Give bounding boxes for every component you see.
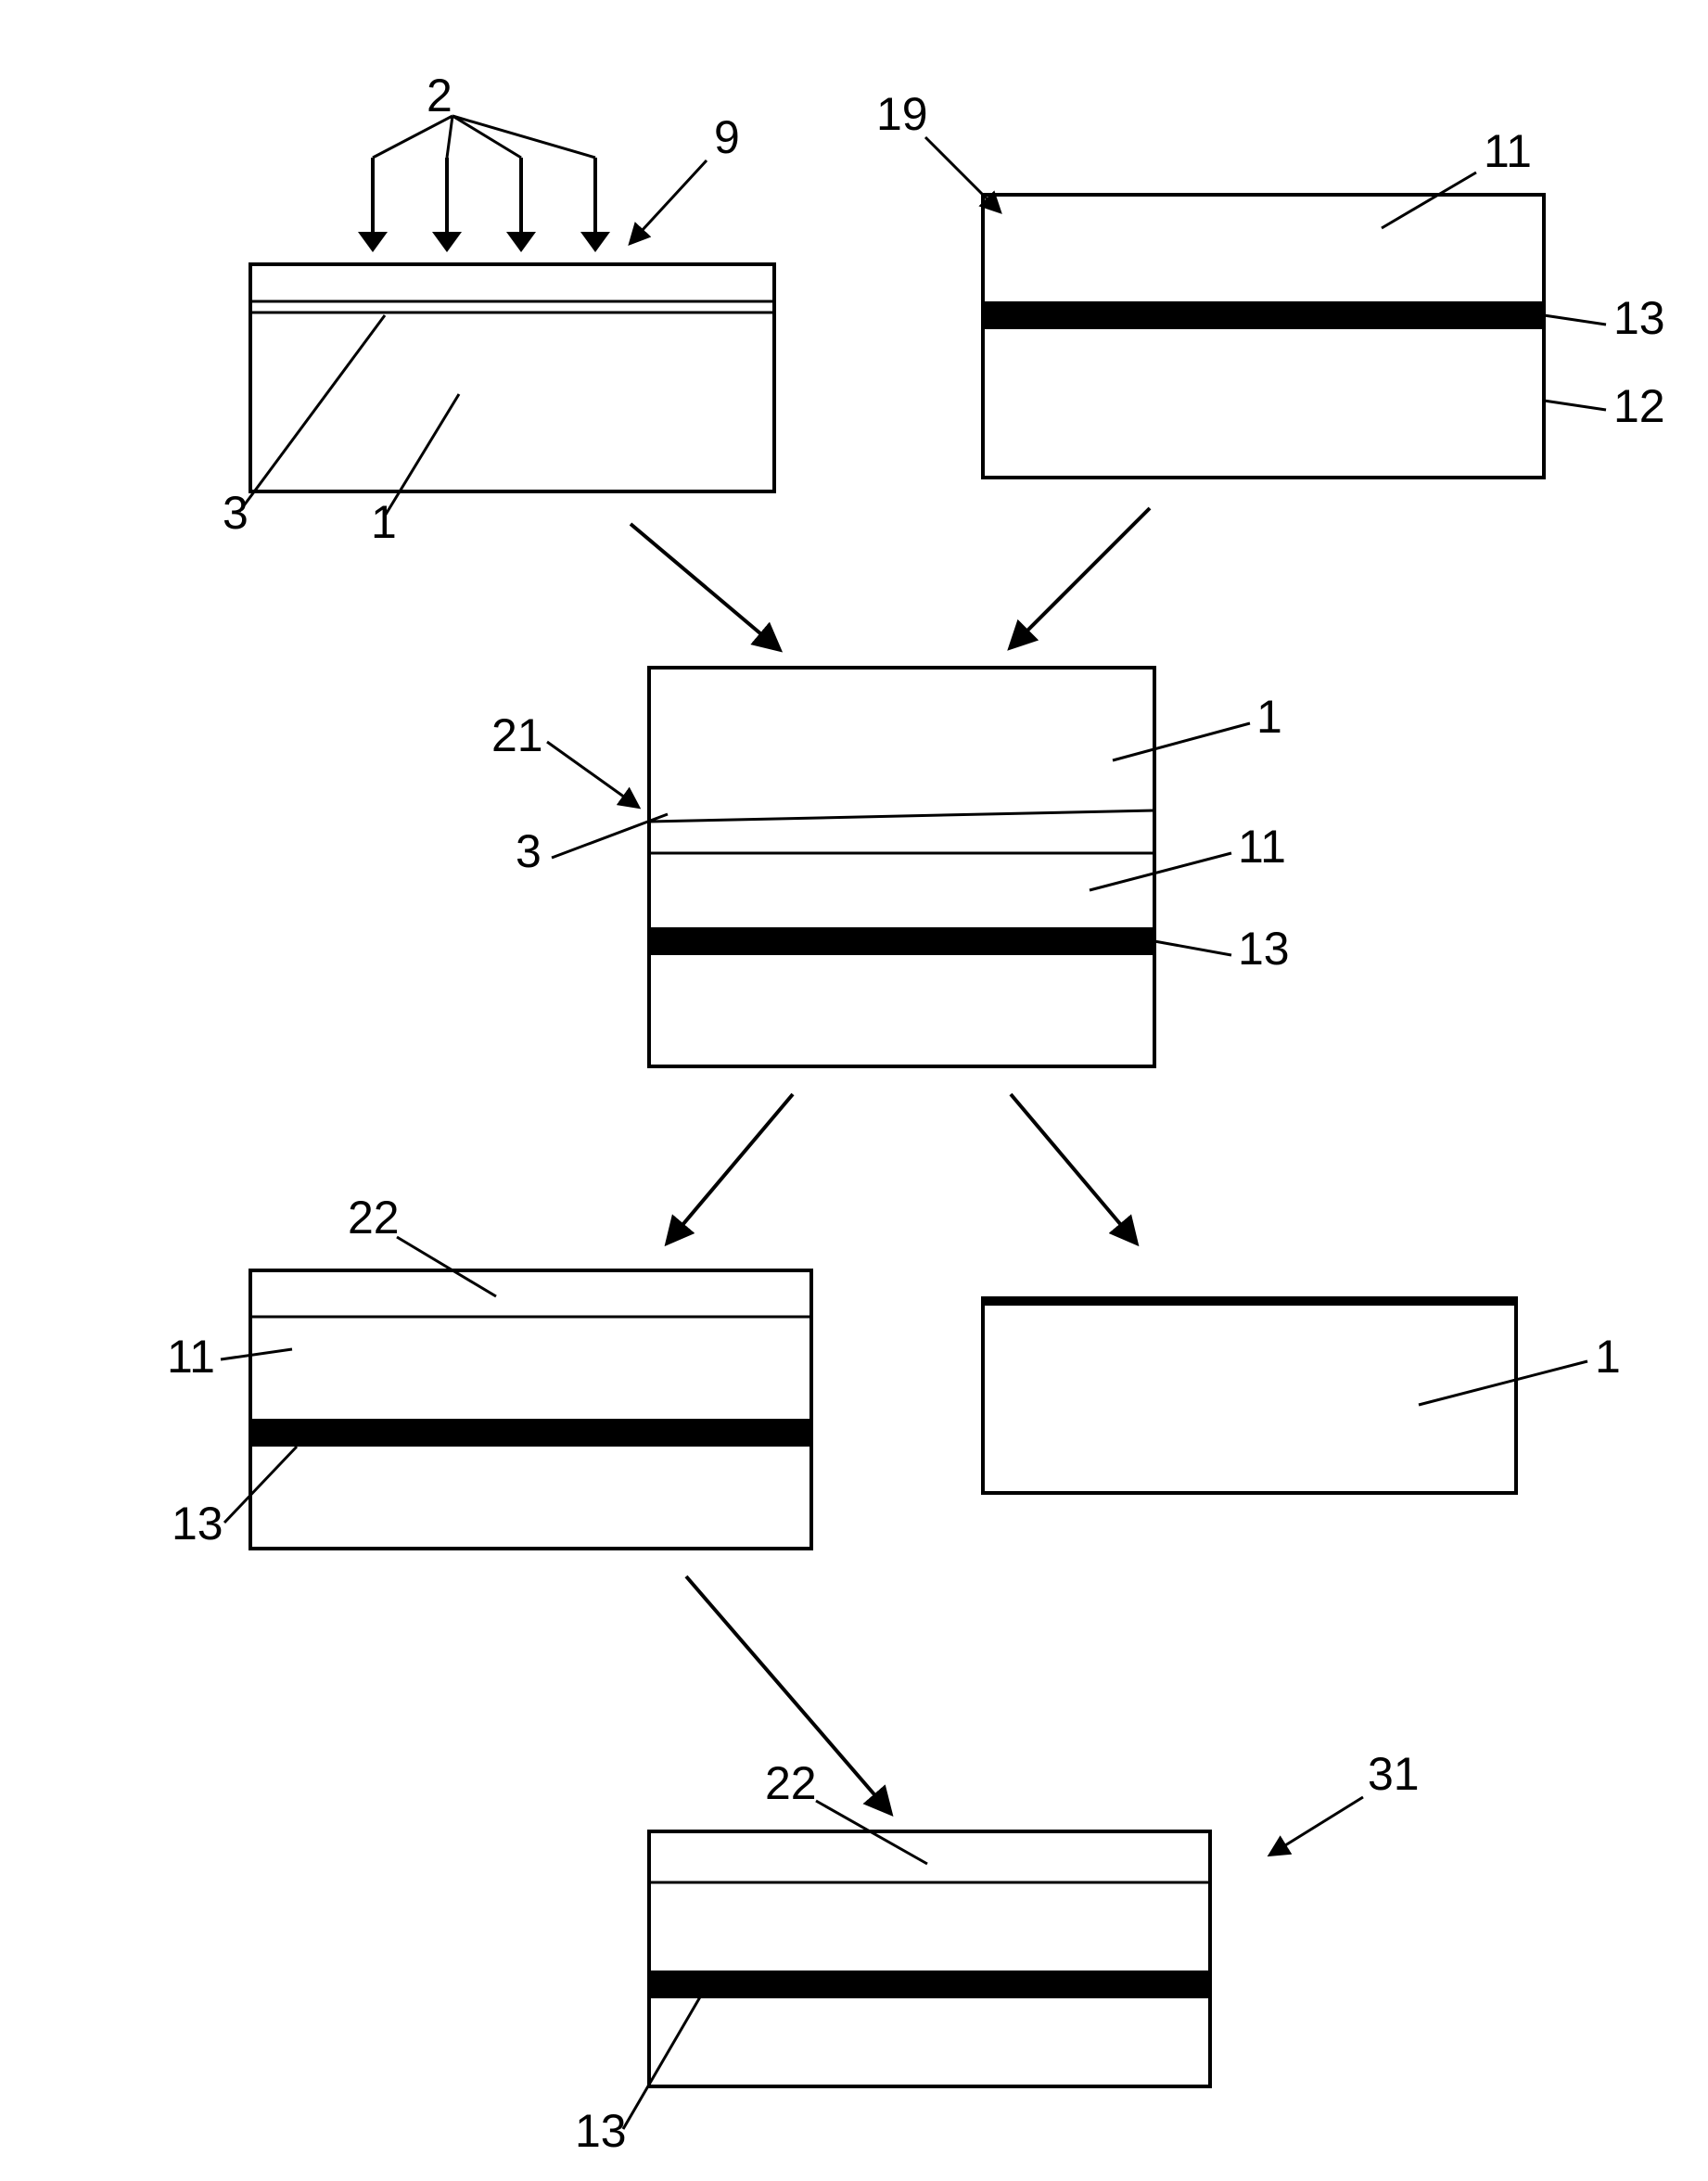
- leader-line: [1544, 315, 1606, 325]
- label-22: 22: [765, 1757, 817, 1809]
- flow-arrow: [1011, 1094, 1136, 1243]
- block-split-left: [250, 1270, 811, 1549]
- block-21: [649, 668, 1154, 1066]
- leader-line: [925, 137, 1000, 211]
- label-12: 12: [1613, 380, 1665, 432]
- label-2: 2: [427, 70, 452, 121]
- label-22: 22: [348, 1192, 400, 1244]
- flow-arrow: [1011, 508, 1150, 647]
- flow-arrow: [668, 1094, 793, 1243]
- leader-line: [447, 116, 452, 158]
- leader-line: [547, 742, 638, 807]
- label-13: 13: [1613, 292, 1665, 344]
- label-3: 3: [516, 825, 542, 877]
- label-13: 13: [575, 2105, 627, 2157]
- block-31: [649, 1831, 1210, 2086]
- label-19: 19: [876, 88, 928, 140]
- leader-line: [452, 116, 521, 158]
- leader-line: [1544, 401, 1606, 410]
- label-1: 1: [1256, 691, 1282, 743]
- label-3: 3: [223, 487, 249, 539]
- leader-line: [1270, 1797, 1363, 1855]
- block-19: [983, 195, 1544, 478]
- label-11: 11: [1484, 125, 1532, 177]
- leader-line: [631, 160, 707, 243]
- label-13: 13: [172, 1498, 223, 1550]
- label-1: 1: [371, 496, 397, 548]
- block-9: [250, 264, 774, 491]
- leader-line: [1154, 941, 1231, 955]
- label-11: 11: [167, 1331, 215, 1383]
- label-1: 1: [1595, 1331, 1621, 1383]
- flow-arrow: [631, 524, 779, 649]
- leader-line: [452, 116, 595, 158]
- label-31: 31: [1368, 1748, 1420, 1800]
- label-13: 13: [1238, 923, 1290, 975]
- label-11: 11: [1238, 821, 1286, 873]
- block-split-right: [983, 1298, 1516, 1493]
- label-9: 9: [714, 111, 740, 163]
- implant-arrows: [358, 158, 610, 252]
- label-21: 21: [491, 709, 543, 761]
- leader-line: [373, 116, 452, 158]
